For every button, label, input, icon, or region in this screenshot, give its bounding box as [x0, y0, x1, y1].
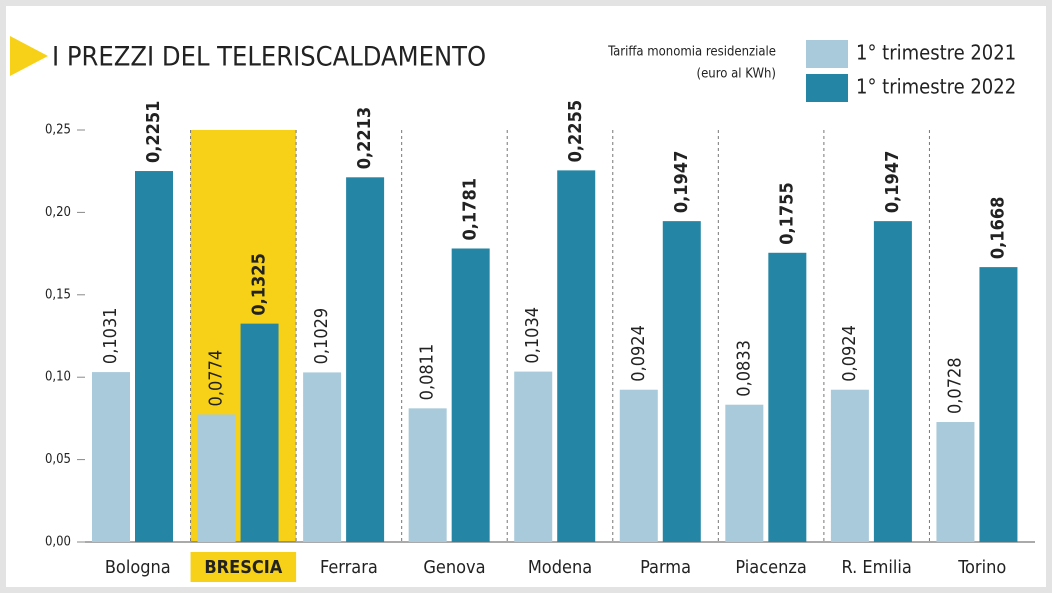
- y-tick-label: 0,25: [45, 123, 71, 138]
- value-label: 0,1031: [100, 307, 121, 364]
- x-tick-label: Genova: [423, 557, 485, 578]
- value-label: 0,0924: [628, 325, 649, 382]
- y-tick-label: 0,20: [45, 205, 71, 220]
- x-tick-label: BRESCIA: [204, 557, 282, 578]
- value-label: 0,0924: [839, 325, 860, 382]
- title-marker: [10, 36, 48, 76]
- bar: [725, 404, 764, 542]
- y-tick-label: 0,10: [45, 370, 71, 385]
- value-label: 0,1034: [522, 307, 543, 364]
- highlight-label-bg: [190, 552, 297, 582]
- value-label: 0,1668: [987, 197, 1008, 260]
- subtitle: Tariffa monomia residenziale: [607, 45, 776, 60]
- value-label: 0,2213: [354, 107, 375, 170]
- bar: [303, 372, 342, 542]
- value-label: 0,0833: [733, 340, 754, 397]
- y-tick-label: 0,00: [45, 535, 71, 550]
- value-label: 0,0728: [944, 357, 965, 414]
- legend-swatch: [806, 74, 848, 102]
- value-label: 0,1947: [671, 151, 692, 214]
- bar: [135, 171, 173, 542]
- y-tick-label: 0,05: [45, 452, 71, 467]
- bar: [451, 248, 490, 542]
- x-tick-label: R. Emilia: [842, 557, 912, 578]
- value-label: 0,2251: [143, 101, 164, 164]
- value-label: 0,1029: [311, 308, 332, 365]
- bar: [92, 372, 130, 542]
- bar: [619, 389, 658, 542]
- bar: [936, 422, 975, 542]
- value-label: 0,1947: [882, 151, 903, 214]
- bar: [346, 177, 385, 542]
- bar: [197, 414, 236, 542]
- bar: [873, 221, 912, 542]
- legend-swatch: [806, 40, 848, 68]
- value-label: 0,1755: [776, 182, 797, 245]
- bar: [768, 252, 807, 542]
- bar: [240, 323, 279, 542]
- x-tick-label: Ferrara: [320, 557, 378, 578]
- value-label: 0,1781: [460, 178, 481, 240]
- y-tick-label: 0,15: [45, 287, 71, 302]
- x-tick-label: Piacenza: [735, 557, 806, 578]
- bar: [514, 371, 553, 542]
- x-tick-label: Modena: [528, 557, 592, 578]
- bar: [830, 389, 869, 542]
- x-tick-label: Bologna: [105, 557, 171, 578]
- value-label: 0,2255: [565, 100, 586, 163]
- bar: [662, 221, 701, 542]
- bar: [408, 408, 447, 542]
- legend-label: 1° trimestre 2022: [856, 75, 1016, 99]
- legend-label: 1° trimestre 2021: [856, 41, 1016, 65]
- value-label: 0,0811: [417, 344, 438, 401]
- bar: [979, 267, 1018, 542]
- x-tick-label: Torino: [957, 557, 1006, 578]
- value-label: 0,1325: [249, 253, 270, 316]
- bar: [557, 170, 596, 542]
- x-tick-label: Parma: [640, 557, 691, 578]
- chart-title: I PREZZI DEL TELERISCALDAMENTO: [52, 42, 486, 73]
- subtitle: (euro al KWh): [697, 67, 776, 82]
- value-label: 0,0774: [206, 350, 227, 407]
